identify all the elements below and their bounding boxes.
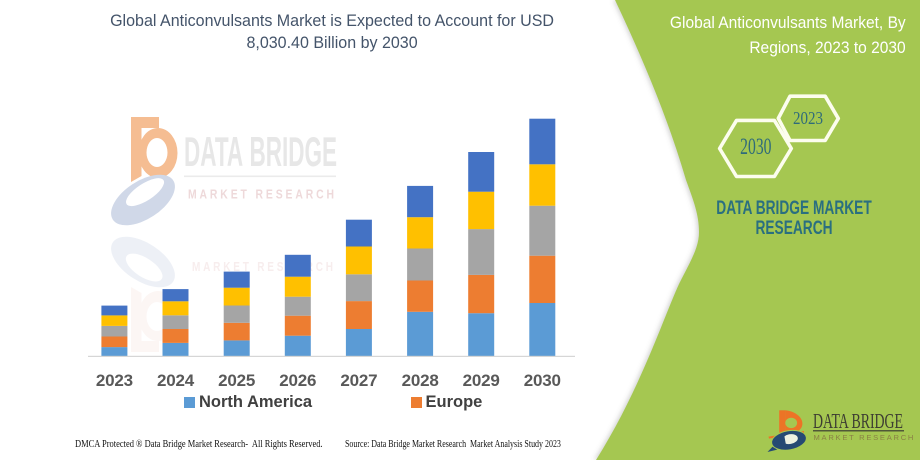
svg-text:DATA BRIDGE: DATA BRIDGE	[184, 128, 337, 175]
svg-text:M A R K E T R E S E A R C H: M A R K E T R E S E A R C H	[192, 259, 333, 274]
svg-text:M A R K E T R E S E A R C H: M A R K E T R E S E A R C H	[188, 187, 334, 202]
